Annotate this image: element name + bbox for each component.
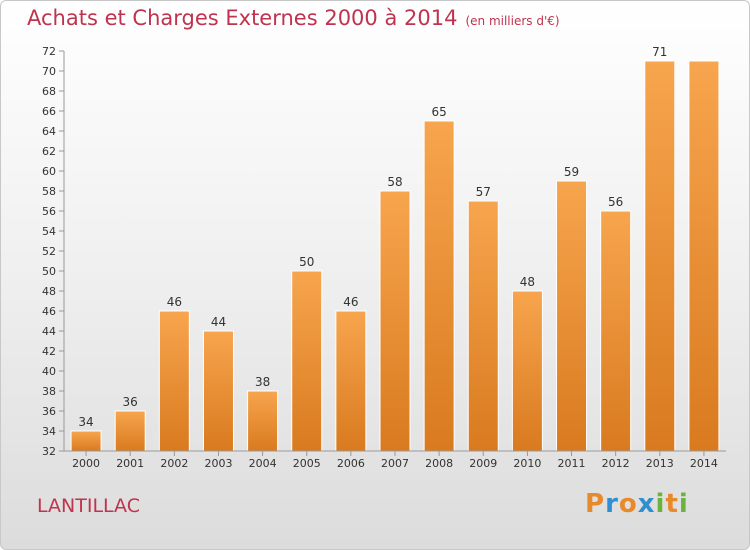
bar-2007	[379, 190, 411, 452]
bar-2008	[423, 120, 455, 452]
y-tick-label: 36	[42, 405, 56, 418]
logo-letter: i	[678, 489, 689, 519]
bar-2006	[335, 310, 367, 452]
bar-2012	[600, 210, 632, 452]
bar-2014	[688, 60, 720, 452]
bar-2010	[511, 290, 543, 452]
logo-letter: o	[618, 489, 638, 519]
value-label-2000: 34	[78, 415, 93, 429]
x-tick-label-2001: 2001	[116, 457, 144, 470]
x-tick-label-2009: 2009	[469, 457, 497, 470]
logo-letter: i	[655, 489, 666, 519]
y-tick-label: 64	[42, 125, 56, 138]
logo-letter: r	[605, 489, 619, 519]
y-tick-label: 52	[42, 245, 56, 258]
bar-2005	[291, 270, 323, 452]
y-tick-label: 62	[42, 145, 56, 158]
bar-2004	[247, 390, 279, 452]
x-tick-label-2002: 2002	[160, 457, 188, 470]
bars-group: 34 36 46 44 38 50 46 58 65 57 48 59 56 71	[70, 45, 720, 452]
commune-name: LANTILLAC	[37, 495, 140, 517]
proxiti-logo: Proxiti	[585, 489, 689, 519]
y-tick-label: 68	[42, 85, 56, 98]
y-tick-label: 70	[42, 65, 56, 78]
logo-letter: x	[637, 489, 656, 519]
value-label-2009: 57	[476, 185, 491, 199]
y-tick-label: 34	[42, 425, 56, 438]
y-tick-label: 66	[42, 105, 56, 118]
y-tick-label: 48	[42, 285, 56, 298]
x-tick-label-2004: 2004	[249, 457, 277, 470]
bar-2009	[467, 200, 499, 452]
value-label-2005: 50	[299, 255, 314, 269]
y-axis: 32 34 36 38 40 42 44 46 48 50 52 54 56 58 60 62 64 66 68 70…	[42, 45, 65, 458]
x-tick-label-2010: 2010	[513, 457, 541, 470]
x-tick-label-2000: 2000	[72, 457, 100, 470]
value-label-2008: 65	[431, 105, 446, 119]
logo-letter: t	[665, 489, 679, 519]
bar-2000	[70, 430, 102, 452]
chart-title: Achats et Charges Externes 2000 à 2014 (e…	[27, 6, 560, 30]
y-tick-label: 50	[42, 265, 56, 278]
bar-2003	[202, 330, 234, 452]
chart-unit: (en milliers d'€)	[465, 14, 560, 28]
x-tick-label-2008: 2008	[425, 457, 453, 470]
y-tick-label: 58	[42, 185, 56, 198]
logo-letter: P	[585, 489, 606, 519]
x-tick-label-2006: 2006	[337, 457, 365, 470]
bar-2001	[114, 410, 146, 452]
chart-title-text: Achats et Charges Externes 2000 à 2014	[27, 6, 458, 30]
x-tick-label-2007: 2007	[381, 457, 409, 470]
value-label-2002: 46	[167, 295, 182, 309]
value-label-2013: 71	[652, 45, 667, 59]
x-tick-label-2003: 2003	[204, 457, 232, 470]
value-label-2004: 38	[255, 375, 270, 389]
y-tick-label: 42	[42, 345, 56, 358]
x-tick-label-2014: 2014	[690, 457, 718, 470]
value-label-2003: 44	[211, 315, 226, 329]
y-tick-label: 72	[42, 45, 56, 58]
x-tick-label-2012: 2012	[602, 457, 630, 470]
value-label-2012: 56	[608, 195, 623, 209]
value-label-2010: 48	[520, 275, 535, 289]
y-tick-label: 46	[42, 305, 56, 318]
y-tick-label: 54	[42, 225, 56, 238]
x-tick-label-2011: 2011	[558, 457, 586, 470]
y-tick-label: 60	[42, 165, 56, 178]
value-label-2001: 36	[123, 395, 138, 409]
bar-2002	[158, 310, 190, 452]
y-tick-label: 38	[42, 385, 56, 398]
value-label-2011: 59	[564, 165, 579, 179]
y-tick-label: 56	[42, 205, 56, 218]
value-label-2006: 46	[343, 295, 358, 309]
bar-2013	[644, 60, 676, 452]
y-tick-label: 40	[42, 365, 56, 378]
x-tick-label-2013: 2013	[646, 457, 674, 470]
y-tick-label: 32	[42, 445, 56, 458]
x-tick-label-2005: 2005	[293, 457, 321, 470]
value-label-2007: 58	[387, 175, 402, 189]
y-tick-label: 44	[42, 325, 56, 338]
x-axis: 2000 2001 2002 2003 2004 2005 2006 2007 2008 2009…	[64, 450, 726, 470]
bar-2011	[556, 180, 588, 452]
